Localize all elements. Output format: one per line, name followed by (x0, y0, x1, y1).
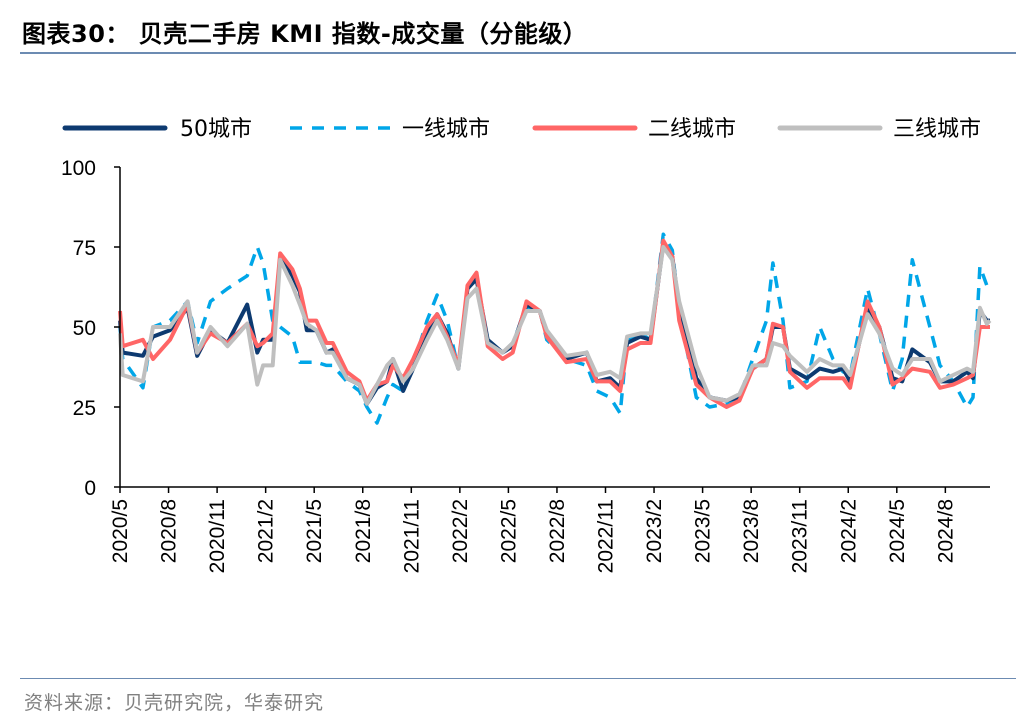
y-tick-label: 0 (84, 477, 96, 500)
y-tick-label: 75 (73, 237, 96, 260)
x-tick-label: 2022/5 (497, 499, 520, 563)
x-tick-label: 2024/8 (934, 499, 957, 563)
x-tick-label: 2024/2 (837, 499, 860, 563)
legend-label-3: 三线城市 (893, 117, 981, 142)
x-tick-label: 2020/11 (206, 499, 229, 573)
y-tick-label: 100 (61, 157, 96, 180)
line-chart: 50城市 一线城市 二线城市 三线城市 0 25 50 75 100 2020/5 2020/8 2… (61, 117, 992, 573)
series-line-3 (118, 245, 992, 406)
x-tick-label: 2023/11 (789, 499, 812, 573)
x-tick-label: 2023/8 (740, 499, 763, 563)
x-tick-label: 2023/5 (692, 499, 715, 563)
title-divider (20, 52, 1016, 54)
x-tick-label: 2022/2 (449, 499, 472, 563)
y-tick-label: 50 (73, 317, 96, 340)
legend-label-1: 一线城市 (402, 117, 490, 142)
x-tick-label: 2023/2 (643, 499, 666, 563)
legend-label-0: 50城市 (180, 117, 252, 142)
chart-title: 图表30： 贝壳二手房 KMI 指数-成交量（分能级） (22, 20, 588, 48)
x-tick-label: 2022/8 (546, 499, 569, 563)
y-tick-label: 25 (73, 397, 96, 420)
source-note: 资料来源：贝壳研究院，华泰研究 (24, 692, 325, 714)
axes: 0 25 50 75 100 2020/5 2020/8 2020/11 2021/2 2021/… (61, 157, 990, 573)
x-tick-label: 2020/5 (109, 499, 132, 563)
x-tick-label: 2021/5 (303, 499, 326, 563)
plot-area (118, 232, 992, 425)
x-tick-label: 2022/11 (595, 499, 618, 573)
x-tick-label: 2020/8 (158, 499, 181, 563)
x-tick-label: 2024/5 (886, 499, 909, 563)
x-tick-label: 2021/11 (400, 499, 423, 573)
x-tick-label: 2021/8 (352, 499, 375, 563)
legend-label-2: 二线城市 (648, 117, 736, 142)
legend: 50城市 一线城市 二线城市 三线城市 (62, 117, 981, 142)
x-tick-label: 2021/2 (255, 499, 278, 563)
footer-divider (20, 678, 1016, 679)
